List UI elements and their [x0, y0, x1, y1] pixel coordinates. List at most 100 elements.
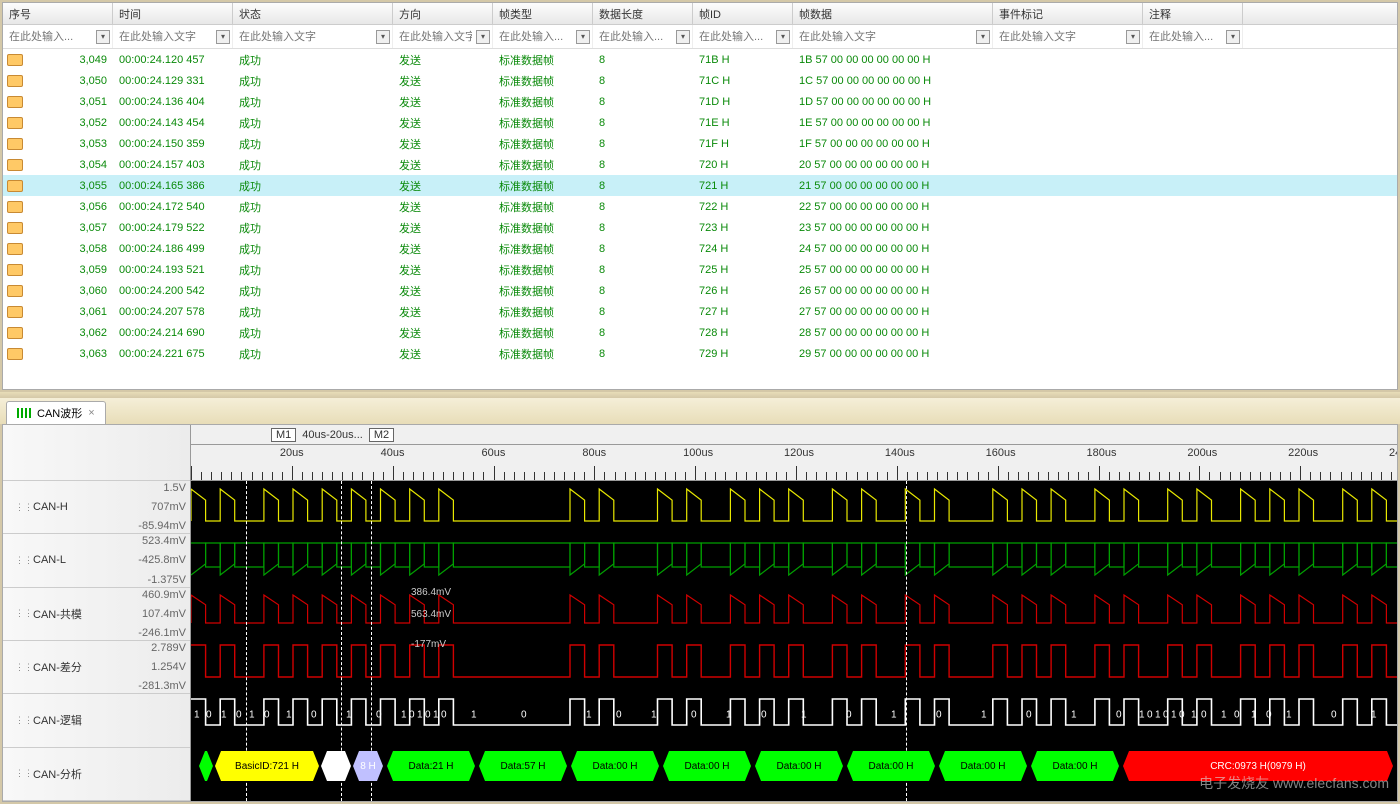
marker-m1[interactable]: M1	[271, 428, 296, 442]
cell	[1143, 348, 1155, 360]
tab-can-wave[interactable]: CAN波形 ×	[6, 401, 106, 424]
decode-field[interactable]: Data:00 H	[663, 751, 751, 781]
marker-m2[interactable]: M2	[369, 428, 394, 442]
column-filter-input[interactable]	[1145, 29, 1226, 45]
filter-icon[interactable]: ▾	[376, 30, 390, 44]
grid-body[interactable]: 3,04900:00:24.120 457成功发送标准数据帧871B H1B 5…	[3, 49, 1397, 389]
table-row[interactable]: 3,04900:00:24.120 457成功发送标准数据帧871B H1B 5…	[3, 49, 1397, 70]
table-row[interactable]: 3,05600:00:24.172 540成功发送标准数据帧8722 H22 5…	[3, 196, 1397, 217]
decode-field[interactable]: Data:00 H	[571, 751, 659, 781]
channel-label[interactable]: ⋮⋮CAN-共模460.9mV107.4mV-246.1mV	[3, 588, 190, 641]
filter-icon[interactable]: ▾	[976, 30, 990, 44]
channel-label[interactable]: ⋮⋮CAN-L523.4mV-425.8mV-1.375V	[3, 534, 190, 587]
bit-value: 1	[1155, 710, 1161, 721]
decode-field[interactable]: Data:57 H	[479, 751, 567, 781]
cell	[993, 96, 1005, 108]
drag-handle-icon[interactable]: ⋮⋮	[15, 555, 33, 566]
drag-handle-icon[interactable]: ⋮⋮	[15, 502, 33, 513]
cell: 3,060	[27, 285, 113, 297]
table-row[interactable]: 3,05900:00:24.193 521成功发送标准数据帧8725 H25 5…	[3, 259, 1397, 280]
decode-field[interactable]: Data:00 H	[755, 751, 843, 781]
table-row[interactable]: 3,06100:00:24.207 578成功发送标准数据帧8727 H27 5…	[3, 301, 1397, 322]
table-row[interactable]: 3,05200:00:24.143 454成功发送标准数据帧871E H1E 5…	[3, 112, 1397, 133]
cell: 8	[593, 138, 611, 150]
bit-value: 0	[206, 710, 212, 721]
column-filter-input[interactable]	[495, 29, 576, 45]
column-header[interactable]: 序号	[3, 3, 113, 24]
column-header[interactable]: 状态	[233, 3, 393, 24]
drag-handle-icon[interactable]: ⋮⋮	[15, 608, 33, 619]
decode-field[interactable]: 8 H	[353, 751, 383, 781]
channel-name: CAN-差分	[33, 659, 82, 675]
wave-canvas[interactable]: 386.4mV563.4mV-177mV10101010101010101010…	[191, 481, 1397, 801]
ruler-spacer	[3, 425, 190, 481]
tab-close-button[interactable]: ×	[88, 407, 94, 419]
column-filter-input[interactable]	[235, 29, 376, 45]
channel-label[interactable]: ⋮⋮CAN-差分2.789V1.254V-281.3mV	[3, 641, 190, 694]
ruler-label: 120us	[784, 447, 814, 459]
channel-label[interactable]: ⋮⋮CAN-分析	[3, 748, 190, 801]
cell: 标准数据帧	[493, 181, 560, 193]
cell: 成功	[233, 97, 267, 109]
column-header[interactable]: 注释	[1143, 3, 1243, 24]
column-filter-input[interactable]	[595, 29, 676, 45]
table-row[interactable]: 3,06200:00:24.214 690成功发送标准数据帧8728 H28 5…	[3, 322, 1397, 343]
table-row[interactable]: 3,05400:00:24.157 403成功发送标准数据帧8720 H20 5…	[3, 154, 1397, 175]
table-row[interactable]: 3,05700:00:24.179 522成功发送标准数据帧8723 H23 5…	[3, 217, 1397, 238]
decode-field[interactable]	[199, 751, 213, 781]
decode-field[interactable]: Data:00 H	[1031, 751, 1119, 781]
column-filter-input[interactable]	[115, 29, 216, 45]
decode-field[interactable]: BasicID:721 H	[215, 751, 319, 781]
decode-field[interactable]: Data:21 H	[387, 751, 475, 781]
table-row[interactable]: 3,06000:00:24.200 542成功发送标准数据帧8726 H26 5…	[3, 280, 1397, 301]
channel-label[interactable]: ⋮⋮CAN-H1.5V707mV-85.94mV	[3, 481, 190, 534]
cell: 标准数据帧	[493, 328, 560, 340]
message-grid-pane: 序号时间状态方向帧类型数据长度帧ID帧数据事件标记注释 ▾ ▾ ▾ ▾ ▾ ▾ ▾ ▾ ▾ ▾ 3…	[2, 2, 1398, 390]
time-ruler[interactable]: 20us40us60us80us100us120us140us160us180u…	[191, 445, 1397, 481]
cell	[993, 285, 1005, 297]
column-header[interactable]: 方向	[393, 3, 493, 24]
column-filter-input[interactable]	[795, 29, 976, 45]
channel-label[interactable]: ⋮⋮CAN-逻辑	[3, 694, 190, 747]
decode-field[interactable]: Data:00 H	[939, 751, 1027, 781]
bit-value: 1	[1286, 710, 1292, 721]
table-row[interactable]: 3,06300:00:24.221 675成功发送标准数据帧8729 H29 5…	[3, 343, 1397, 364]
column-header[interactable]: 数据长度	[593, 3, 693, 24]
filter-icon[interactable]: ▾	[216, 30, 230, 44]
table-row[interactable]: 3,05500:00:24.165 386成功发送标准数据帧8721 H21 5…	[3, 175, 1397, 196]
column-filter-input[interactable]	[995, 29, 1126, 45]
filter-icon[interactable]: ▾	[1126, 30, 1140, 44]
drag-handle-icon[interactable]: ⋮⋮	[15, 768, 33, 779]
column-filter-input[interactable]	[5, 29, 96, 45]
cell: 标准数据帧	[493, 244, 560, 256]
filter-icon[interactable]: ▾	[576, 30, 590, 44]
column-filter-input[interactable]	[395, 29, 476, 45]
column-header[interactable]: 帧数据	[793, 3, 993, 24]
filter-icon[interactable]: ▾	[1226, 30, 1240, 44]
column-header[interactable]: 帧ID	[693, 3, 793, 24]
column-header[interactable]: 时间	[113, 3, 233, 24]
decode-field[interactable]	[321, 751, 351, 781]
cell: 71F H	[693, 138, 735, 150]
bit-value: 1	[891, 710, 897, 721]
table-row[interactable]: 3,05800:00:24.186 499成功发送标准数据帧8724 H24 5…	[3, 238, 1397, 259]
table-row[interactable]: 3,05100:00:24.136 404成功发送标准数据帧871D H1D 5…	[3, 91, 1397, 112]
table-row[interactable]: 3,05000:00:24.129 331成功发送标准数据帧871C H1C 5…	[3, 70, 1397, 91]
decode-field[interactable]: CRC:0973 H(0979 H)	[1123, 751, 1393, 781]
column-filter-input[interactable]	[695, 29, 776, 45]
filter-icon[interactable]: ▾	[96, 30, 110, 44]
cell: 00:00:24.157 403	[113, 159, 211, 171]
filter-icon[interactable]: ▾	[776, 30, 790, 44]
cell: 29 57 00 00 00 00 00 00 H	[793, 348, 935, 360]
drag-handle-icon[interactable]: ⋮⋮	[15, 662, 33, 673]
decode-field[interactable]: Data:00 H	[847, 751, 935, 781]
table-row[interactable]: 3,05300:00:24.150 359成功发送标准数据帧871F H1F 5…	[3, 133, 1397, 154]
filter-icon[interactable]: ▾	[476, 30, 490, 44]
filter-icon[interactable]: ▾	[676, 30, 690, 44]
column-header[interactable]: 事件标记	[993, 3, 1143, 24]
frame-icon	[7, 306, 23, 318]
column-header[interactable]: 帧类型	[493, 3, 593, 24]
waveform-display[interactable]: M1 40us-20us... M2 20us40us60us80us100us…	[191, 425, 1397, 801]
bit-value: 1	[194, 710, 200, 721]
drag-handle-icon[interactable]: ⋮⋮	[15, 715, 33, 726]
